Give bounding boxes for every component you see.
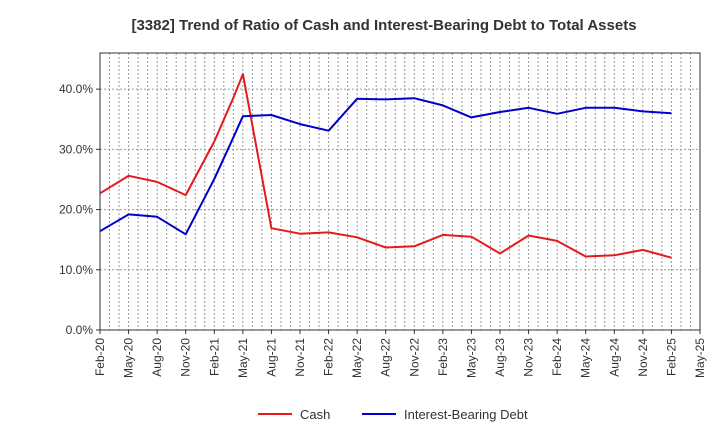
series-line-cash (99, 73, 672, 259)
x-tick-label: May-25 (693, 338, 707, 378)
legend[interactable]: Cash Interest-Bearing Debt (258, 407, 528, 422)
y-tick-label: 0.0% (66, 323, 94, 337)
y-axis: 0.0% 10.0% 20.0% 30.0% 40.0% (59, 82, 100, 337)
x-tick-label: Aug-20 (150, 338, 164, 377)
x-tick-label: Feb-20 (93, 338, 107, 376)
x-tick-label: Nov-23 (522, 338, 536, 377)
x-tick-label: Aug-23 (493, 338, 507, 377)
plot-lines (99, 73, 672, 259)
x-tick-label: Nov-22 (407, 338, 421, 377)
x-tick-label: Nov-20 (179, 338, 193, 377)
x-tick-label: Feb-24 (550, 338, 564, 376)
y-tick-label: 10.0% (59, 263, 93, 277)
x-tick-label: May-21 (236, 338, 250, 378)
legend-label: Interest-Bearing Debt (404, 407, 528, 422)
x-tick-label: May-20 (122, 338, 136, 378)
y-tick-label: 30.0% (59, 142, 93, 156)
x-tick-label: Aug-24 (607, 338, 621, 377)
x-tick-label: Aug-21 (264, 338, 278, 377)
series-line-interest-bearing-debt (99, 97, 672, 236)
grid (100, 53, 700, 330)
legend-item-cash[interactable]: Cash (258, 407, 330, 422)
x-tick-label: Feb-25 (664, 338, 678, 376)
y-tick-label: 40.0% (59, 82, 93, 96)
legend-label: Cash (300, 407, 330, 422)
x-tick-label: Feb-23 (436, 338, 450, 376)
legend-item-interest-bearing-debt[interactable]: Interest-Bearing Debt (362, 407, 528, 422)
x-tick-label: Feb-21 (207, 338, 221, 376)
x-tick-label: Feb-22 (322, 338, 336, 376)
x-tick-label: May-23 (464, 338, 478, 378)
x-axis: Feb-20 May-20 Aug-20 Nov-20 Feb-21 May-21 Aug-… (93, 330, 707, 378)
y-tick-label: 20.0% (59, 203, 93, 217)
x-tick-label: Nov-24 (636, 338, 650, 377)
x-tick-label: Aug-22 (379, 338, 393, 377)
x-tick-label: May-24 (579, 338, 593, 378)
x-tick-label: May-22 (350, 338, 364, 378)
plot-frame (99, 52, 701, 331)
x-tick-label: Nov-21 (293, 338, 307, 377)
chart-title: [3382] Trend of Ratio of Cash and Intere… (131, 17, 636, 34)
